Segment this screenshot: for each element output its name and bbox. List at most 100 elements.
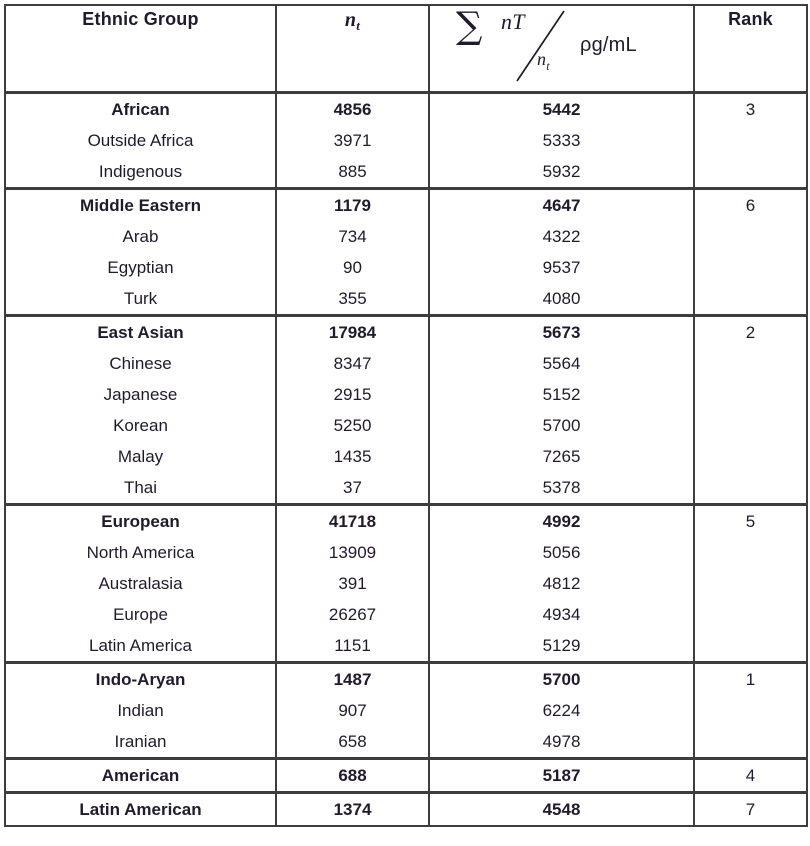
col-header-rank: Rank	[693, 4, 808, 94]
sigma-symbol: ∑	[456, 4, 483, 47]
cell-name: Arab	[4, 221, 277, 252]
cell-name: Chinese	[4, 348, 277, 379]
sub-row: Arab 734 4322	[4, 221, 808, 252]
denominator-base: n	[537, 49, 547, 69]
cell-value: 5700	[428, 410, 695, 441]
cell-rank: 2	[693, 314, 808, 348]
group-row: East Asian 17984 5673 2	[4, 314, 808, 348]
cell-value: 4647	[428, 187, 695, 221]
cell-name: Japanese	[4, 379, 277, 410]
fraction-slash	[516, 10, 565, 82]
cell-n: 3971	[275, 125, 430, 156]
formula: ∑ nT nt ρg/mL	[430, 6, 691, 88]
cell-n: 17984	[275, 314, 430, 348]
group-row: Indo-Aryan 1487 5700 1	[4, 661, 808, 695]
col-header-formula: ∑ nT nt ρg/mL	[428, 4, 695, 94]
cell-value: 4548	[428, 791, 695, 826]
cell-n: 37	[275, 472, 430, 505]
cell-rank	[693, 221, 808, 252]
cell-name: Middle Eastern	[4, 187, 277, 221]
cell-name: Europe	[4, 599, 277, 630]
cell-name: American	[4, 757, 277, 793]
sub-row: Indigenous 885 5932	[4, 156, 808, 189]
cell-n: 26267	[275, 599, 430, 630]
cell-name: Iranian	[4, 726, 277, 759]
cell-name: Australasia	[4, 568, 277, 599]
cell-rank: 7	[693, 791, 808, 826]
cell-rank	[693, 630, 808, 663]
sub-row: Chinese 8347 5564	[4, 348, 808, 379]
sub-row: Indian 907 6224	[4, 695, 808, 726]
cell-n: 658	[275, 726, 430, 759]
cell-rank	[693, 537, 808, 568]
cell-rank	[693, 252, 808, 283]
sub-row: Latin America 1151 5129	[4, 630, 808, 663]
nt-subscript: t	[356, 18, 361, 33]
cell-rank	[693, 283, 808, 316]
denominator-subscript: t	[546, 59, 550, 73]
formula-numerator: nT	[501, 9, 525, 34]
table-body: African 4856 5442 3 Outside Africa 3971 5333 In…	[4, 91, 808, 826]
cell-rank: 3	[693, 91, 808, 125]
sub-row: Egyptian 90 9537	[4, 252, 808, 283]
cell-n: 1151	[275, 630, 430, 663]
sub-row: Europe 26267 4934	[4, 599, 808, 630]
cell-n: 4856	[275, 91, 430, 125]
cell-name: European	[4, 503, 277, 537]
cell-rank	[693, 156, 808, 189]
cell-rank	[693, 410, 808, 441]
cell-name: Malay	[4, 441, 277, 472]
cell-value: 4992	[428, 503, 695, 537]
cell-n: 1487	[275, 661, 430, 695]
cell-name: Indian	[4, 695, 277, 726]
cell-name: Latin America	[4, 630, 277, 663]
cell-name: North America	[4, 537, 277, 568]
cell-name: African	[4, 91, 277, 125]
cell-value: 4812	[428, 568, 695, 599]
cell-rank	[693, 568, 808, 599]
nt-base: n	[344, 9, 357, 31]
cell-name: Egyptian	[4, 252, 277, 283]
cell-value: 9537	[428, 252, 695, 283]
sub-row: Outside Africa 3971 5333	[4, 125, 808, 156]
cell-rank	[693, 348, 808, 379]
cell-n: 1435	[275, 441, 430, 472]
cell-value: 5564	[428, 348, 695, 379]
cell-n: 355	[275, 283, 430, 316]
cell-value: 6224	[428, 695, 695, 726]
cell-rank: 6	[693, 187, 808, 221]
cell-n: 8347	[275, 348, 430, 379]
cell-n: 2915	[275, 379, 430, 410]
cell-n: 734	[275, 221, 430, 252]
cell-name: Indo-Aryan	[4, 661, 277, 695]
cell-rank	[693, 695, 808, 726]
sub-row: Korean 5250 5700	[4, 410, 808, 441]
cell-value: 4978	[428, 726, 695, 759]
cell-n: 1179	[275, 187, 430, 221]
cell-value: 5333	[428, 125, 695, 156]
cell-rank	[693, 472, 808, 505]
cell-rank	[693, 379, 808, 410]
cell-rank	[693, 726, 808, 759]
cell-rank: 4	[693, 757, 808, 793]
cell-name: Outside Africa	[4, 125, 277, 156]
sub-row: Australasia 391 4812	[4, 568, 808, 599]
cell-name: East Asian	[4, 314, 277, 348]
cell-value: 4934	[428, 599, 695, 630]
cell-rank: 5	[693, 503, 808, 537]
cell-rank: 1	[693, 661, 808, 695]
cell-n: 90	[275, 252, 430, 283]
group-row: American 688 5187 4	[4, 757, 808, 793]
cell-n: 391	[275, 568, 430, 599]
sub-row: Turk 355 4080	[4, 283, 808, 316]
cell-name: Indigenous	[4, 156, 277, 189]
cell-n: 13909	[275, 537, 430, 568]
cell-value: 4322	[428, 221, 695, 252]
formula-denominator: nt	[537, 50, 550, 72]
cell-n: 907	[275, 695, 430, 726]
cell-value: 5187	[428, 757, 695, 793]
cell-value: 5378	[428, 472, 695, 505]
group-row: African 4856 5442 3	[4, 91, 808, 125]
sub-row: North America 13909 5056	[4, 537, 808, 568]
